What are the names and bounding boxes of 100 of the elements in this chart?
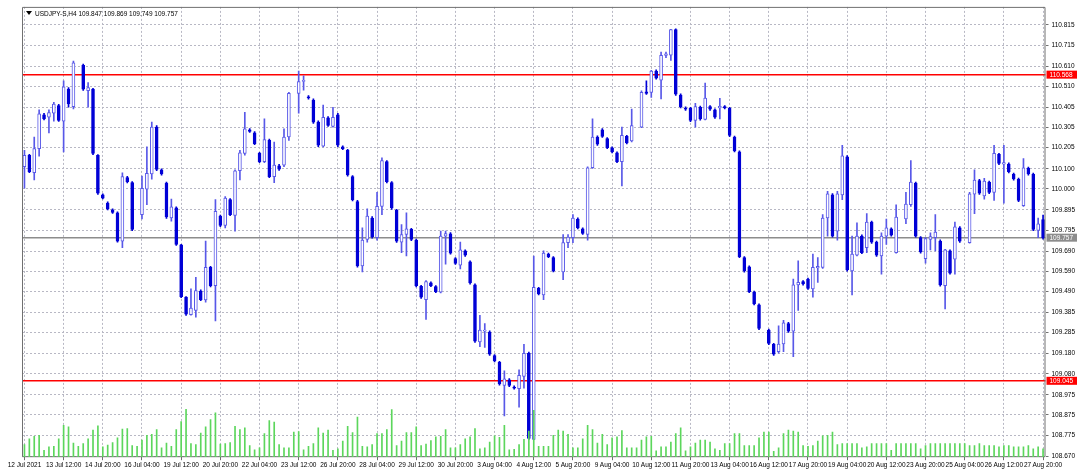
candlestick <box>140 175 144 220</box>
candlestick <box>771 342 776 356</box>
candlestick <box>32 136 37 181</box>
candlestick <box>605 137 610 149</box>
candlestick <box>242 111 247 156</box>
candlestick <box>571 214 575 244</box>
candlestick <box>468 260 472 285</box>
candlestick <box>272 141 277 183</box>
candlestick <box>1006 162 1011 174</box>
candlestick <box>913 181 918 238</box>
candlestick <box>306 95 311 100</box>
candlestick <box>610 146 614 154</box>
candlestick <box>615 151 619 164</box>
candlestick <box>987 180 992 194</box>
candlestick <box>576 217 580 230</box>
candlestick <box>429 281 433 288</box>
candlestick <box>86 82 90 108</box>
candlestick <box>864 213 869 253</box>
candlestick <box>801 280 805 286</box>
candlestick <box>37 109 41 157</box>
candlestick <box>179 243 183 299</box>
candlestick <box>1036 217 1040 239</box>
candlestick <box>287 92 291 141</box>
candlestick <box>512 385 516 390</box>
candlestick <box>722 105 727 110</box>
candlestick <box>174 206 179 246</box>
candlestick <box>747 265 752 294</box>
candlestick <box>752 290 756 306</box>
candlestick <box>331 106 335 128</box>
candlestick <box>478 314 482 347</box>
candlestick <box>47 109 51 134</box>
candlestick <box>326 116 330 127</box>
candlestick <box>850 235 854 296</box>
candlestick <box>238 149 242 181</box>
candlestick <box>620 126 624 187</box>
candlestick <box>340 145 345 150</box>
candlestick <box>683 106 688 111</box>
candlestick <box>894 204 898 254</box>
candlestick <box>566 234 570 249</box>
candlestick <box>414 238 419 288</box>
candlestick <box>184 296 188 316</box>
candlestick <box>811 253 815 298</box>
candlestick <box>664 51 668 59</box>
candlestick <box>419 284 423 299</box>
candlestick <box>91 87 95 155</box>
candlestick <box>507 378 512 387</box>
candlestick <box>806 277 810 290</box>
candlestick <box>105 201 110 211</box>
candlestick <box>336 113 340 147</box>
candlestick <box>194 276 198 318</box>
candlestick <box>644 80 649 95</box>
candlestick <box>424 280 428 320</box>
candlestick <box>267 138 272 179</box>
candlestick <box>766 328 771 345</box>
candlestick <box>600 128 605 138</box>
candlestick <box>233 169 237 232</box>
candlestick <box>933 214 938 252</box>
candlestick <box>321 104 326 148</box>
candlestick <box>561 234 565 281</box>
candlestick <box>110 208 115 214</box>
candlestick <box>316 120 321 147</box>
candlestick <box>673 28 678 96</box>
candlestick <box>458 241 463 270</box>
candlestick <box>385 160 389 184</box>
candlestick <box>380 157 384 215</box>
candlestick <box>957 226 962 243</box>
candlestick <box>438 230 443 294</box>
candlestick <box>757 303 761 331</box>
candlestick <box>433 285 438 293</box>
candlestick <box>145 146 149 206</box>
candlestick <box>904 192 908 224</box>
candlestick <box>649 69 654 98</box>
candlestick <box>845 155 849 272</box>
candlestick <box>855 222 859 257</box>
candlestick <box>365 208 370 243</box>
candlestick <box>713 108 717 119</box>
candlestick <box>154 125 159 172</box>
candlestick <box>296 70 301 114</box>
candlestick <box>948 249 952 275</box>
candlestick <box>860 234 864 255</box>
candlestick <box>992 144 996 201</box>
candlestick <box>669 28 673 61</box>
candlestick <box>889 227 894 237</box>
candlestick <box>487 330 492 356</box>
candlestick <box>953 221 957 275</box>
candlestick <box>909 160 913 207</box>
candlestick <box>277 163 281 171</box>
candlestick <box>703 82 707 121</box>
candlestick <box>928 232 933 251</box>
candlestick <box>370 216 374 239</box>
candlestick <box>659 51 663 100</box>
candlestick <box>189 288 193 316</box>
candlestick <box>943 249 947 310</box>
candlestick <box>791 278 796 358</box>
candlestick <box>840 144 845 201</box>
candlestick <box>96 154 100 195</box>
candlestick <box>149 121 154 180</box>
candlestick <box>228 198 232 217</box>
candlestick <box>1002 144 1006 204</box>
candlestick <box>624 135 629 145</box>
